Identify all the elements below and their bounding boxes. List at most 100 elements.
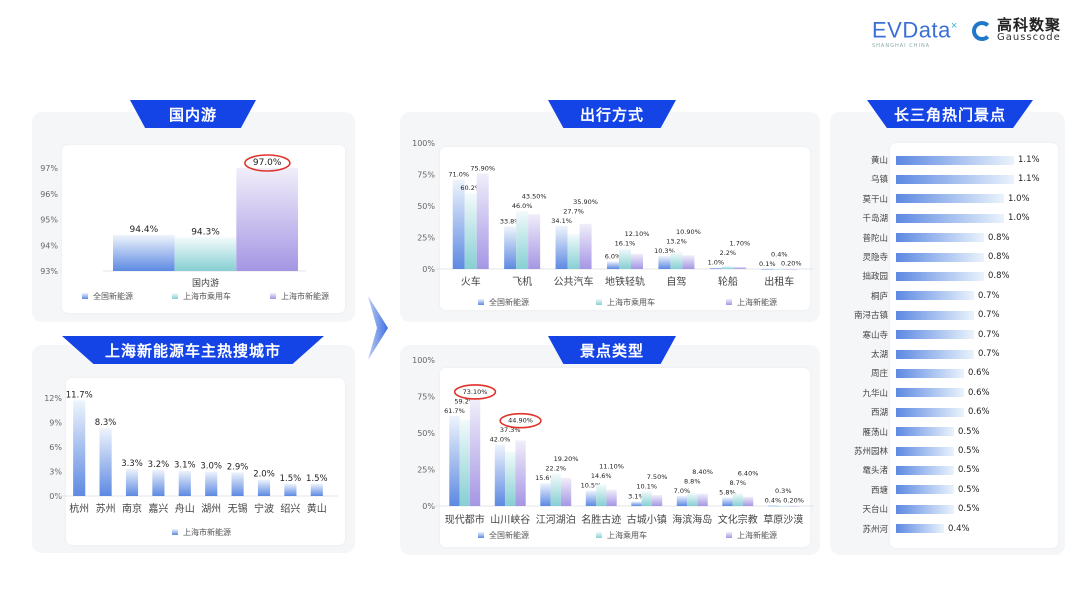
spot-label: 太湖 — [870, 350, 888, 360]
bar — [742, 496, 754, 506]
evdata-wordmark: EVData — [872, 17, 951, 43]
data-label: 0.6% — [968, 368, 990, 379]
bar — [778, 505, 789, 507]
legend-swatch — [82, 293, 88, 299]
data-label: 73.10% — [463, 388, 488, 396]
spot-row: 苏州河 0.4% — [830, 522, 970, 536]
bar — [606, 489, 617, 506]
spot-row: 九华山 0.6% — [830, 386, 989, 400]
spot-label: 普陀山 — [862, 233, 888, 244]
bar — [896, 233, 984, 243]
y-tick-label: 3% — [49, 468, 62, 477]
data-label: 1.0% — [708, 259, 725, 267]
bar — [896, 174, 1014, 184]
data-label: 10.1% — [636, 482, 657, 490]
bar — [99, 428, 112, 496]
data-label: 10.90% — [676, 228, 701, 236]
data-label: 8.8% — [684, 477, 701, 485]
bar — [721, 266, 734, 269]
data-label: 8.3% — [95, 418, 117, 428]
spot-label: 鼋头渚 — [862, 466, 888, 477]
chart-cities: 0% 3% 6% 9% 12% 11.7% 杭州 8.3% 苏州 3.3% 南京 3.2% 嘉兴 3.1%… — [44, 390, 338, 537]
legend-label: 全国新能源 — [489, 297, 529, 307]
bar — [896, 368, 964, 378]
bar — [310, 483, 323, 496]
data-label: 10.5% — [581, 482, 602, 490]
bar — [555, 226, 568, 269]
x-tick-label: 自驾 — [666, 275, 686, 288]
bar — [651, 495, 663, 506]
data-label: 0.7% — [978, 310, 1000, 321]
bar — [476, 173, 489, 269]
spot-label: 桐庐 — [870, 291, 888, 302]
bar — [567, 234, 580, 269]
x-tick-label: 出租车 — [764, 275, 794, 288]
x-tick-label: 古城小镇 — [627, 513, 667, 526]
data-label: 6.0% — [605, 252, 622, 260]
data-label: 3.2% — [148, 460, 170, 470]
bar — [785, 268, 798, 270]
spot-row: 普陀山 0.8% — [830, 231, 1009, 245]
spot-row: 寒山寺 0.7% — [830, 328, 999, 342]
data-label: 44.90% — [508, 417, 533, 425]
data-label: 0.20% — [781, 260, 802, 268]
bar — [585, 490, 597, 506]
data-label: 6.40% — [738, 470, 759, 478]
bar — [709, 267, 722, 269]
y-tick-label: 100% — [412, 356, 435, 365]
spot-row: 千岛湖 1.0% — [830, 211, 1029, 225]
y-tick-label: 50% — [417, 202, 435, 211]
bar — [540, 483, 551, 506]
chart-modes: 0% 25% 50% 75% 100% 71.0% 60.2% 75.90% 火车 33.8% 46… — [412, 139, 813, 307]
bar — [670, 252, 683, 269]
card-cities — [66, 378, 345, 545]
bar — [125, 469, 139, 496]
title-domestic: 国内游 — [130, 100, 256, 128]
data-label: 0.4% — [948, 523, 970, 534]
title-spots: 长三角热门景点 — [867, 100, 1033, 128]
evdata-x-icon: × — [950, 20, 958, 32]
bar — [631, 253, 643, 269]
bar — [697, 493, 708, 506]
bar — [113, 234, 175, 271]
data-label: 1.1% — [1018, 155, 1040, 165]
bar — [464, 193, 477, 269]
spot-label: 西塘 — [870, 485, 888, 496]
x-tick-label: 舟山 — [175, 502, 195, 515]
bar — [896, 427, 954, 437]
card-modes — [440, 147, 810, 310]
data-label: 0.5% — [958, 426, 980, 437]
x-tick-label: 江河湖泊 — [536, 514, 576, 526]
data-label: 35.90% — [573, 198, 598, 206]
y-tick-label: 0% — [49, 492, 62, 501]
spot-row: 周庄 0.6% — [830, 366, 990, 380]
y-tick-label: 0% — [422, 265, 435, 274]
highlight-ellipse — [244, 154, 291, 172]
y-tick-label: 96% — [40, 190, 58, 199]
spot-label: 天台山 — [862, 505, 888, 516]
y-tick-label: 6% — [49, 443, 62, 452]
gausscode-mark-icon — [972, 20, 992, 41]
y-tick-label: 25% — [417, 234, 435, 243]
bar — [449, 415, 460, 506]
y-tick-label: 9% — [49, 419, 62, 428]
y-tick-label: 0% — [422, 502, 435, 511]
legend-label: 全国新能源 — [489, 530, 529, 540]
x-tick-label: 草原沙漠 — [763, 514, 803, 526]
y-tick-label: 94% — [40, 241, 58, 250]
spot-row: 灵隐寺 0.8% — [830, 250, 1009, 264]
x-tick-label: 无锡 — [228, 502, 248, 515]
spot-label: 周庄 — [870, 369, 888, 380]
bar — [459, 419, 470, 506]
bar — [515, 440, 526, 506]
bar — [178, 470, 191, 496]
bar — [619, 248, 631, 269]
x-tick-label: 文化宗教 — [718, 513, 758, 526]
data-label: 22.2% — [545, 465, 566, 473]
spot-row: 西塘 0.5% — [830, 483, 980, 497]
title-cities: 上海新能源车主热搜城市 — [62, 336, 324, 364]
legend-label: 上海市新能源 — [183, 527, 231, 537]
x-tick-label: 南京 — [122, 502, 142, 515]
x-tick-label: 火车 — [461, 275, 481, 288]
data-label: 1.70% — [730, 240, 751, 248]
